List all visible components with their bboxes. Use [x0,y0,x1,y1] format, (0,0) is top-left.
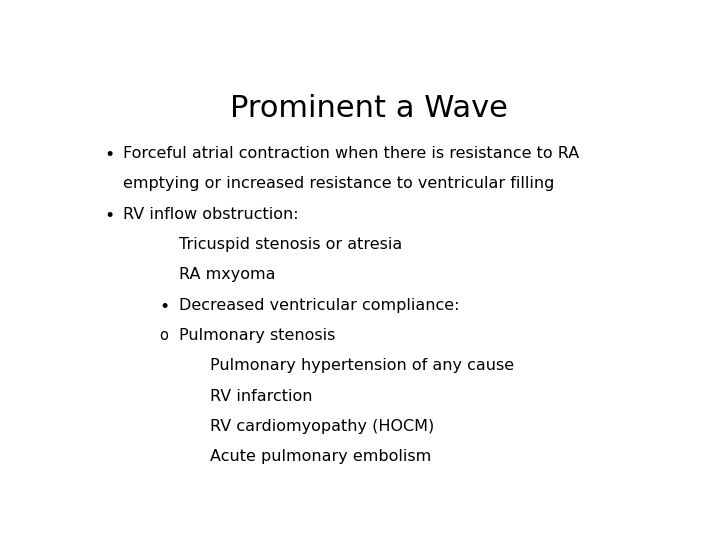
Text: •: • [160,298,170,316]
Text: Pulmonary stenosis: Pulmonary stenosis [179,328,336,343]
Text: Pulmonary hypertension of any cause: Pulmonary hypertension of any cause [210,359,514,373]
Text: Tricuspid stenosis or atresia: Tricuspid stenosis or atresia [179,237,402,252]
Text: emptying or increased resistance to ventricular filling: emptying or increased resistance to vent… [124,176,555,191]
Text: RV infarction: RV infarction [210,389,312,404]
Text: Prominent a Wave: Prominent a Wave [230,94,508,123]
Text: RV cardiomyopathy (HOCM): RV cardiomyopathy (HOCM) [210,419,434,434]
Text: •: • [104,207,114,225]
Text: RA mxyoma: RA mxyoma [179,267,276,282]
Text: o: o [160,328,168,343]
Text: Acute pulmonary embolism: Acute pulmonary embolism [210,449,431,464]
Text: •: • [104,146,114,164]
Text: Decreased ventricular compliance:: Decreased ventricular compliance: [179,298,460,313]
Text: RV inflow obstruction:: RV inflow obstruction: [124,207,299,221]
Text: Forceful atrial contraction when there is resistance to RA: Forceful atrial contraction when there i… [124,146,580,161]
